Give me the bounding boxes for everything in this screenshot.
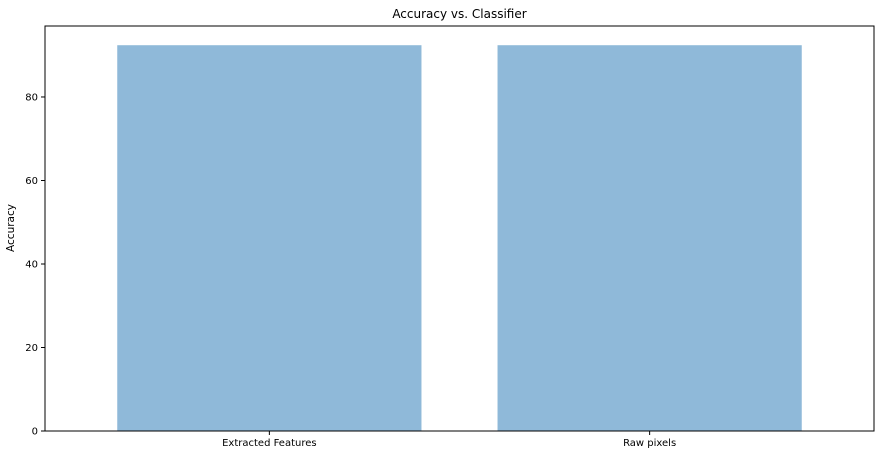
x-tick-label-1: Raw pixels	[623, 438, 676, 449]
y-tick-label-4: 80	[25, 92, 38, 103]
bar-0	[117, 45, 422, 432]
y-tick-label-0: 0	[32, 427, 38, 438]
bar-1	[497, 45, 802, 432]
x-axis-ticks: Extracted Features Raw pixels	[222, 431, 676, 449]
y-tick-label-1: 20	[25, 343, 38, 354]
bars-layer	[117, 45, 802, 432]
y-tick-label-3: 60	[25, 176, 38, 187]
chart-title: Accuracy vs. Classifier	[392, 7, 526, 21]
y-axis-label: Accuracy	[5, 204, 17, 252]
y-axis-ticks: 0 20 40 60 80	[25, 92, 45, 438]
plot-frame	[44, 25, 875, 432]
x-tick-label-0: Extracted Features	[222, 438, 317, 449]
y-tick-label-2: 40	[25, 259, 38, 270]
